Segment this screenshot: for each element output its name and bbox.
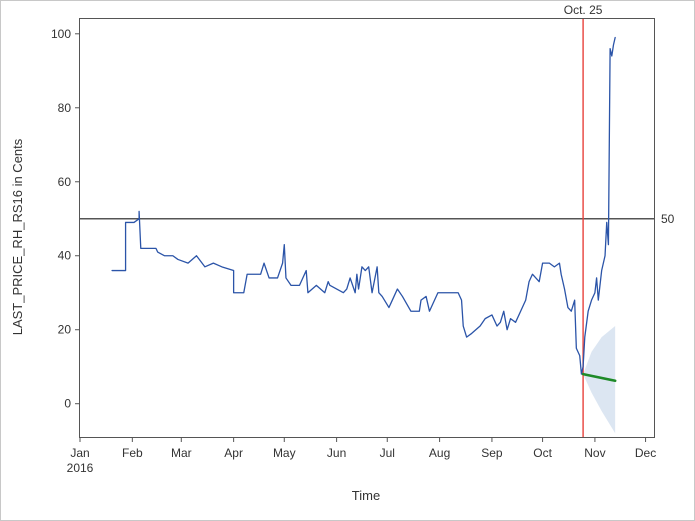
- series-line-price: [111, 36, 616, 375]
- confidence-band-layer: [583, 326, 616, 434]
- x-tick-label: Jan: [70, 446, 89, 460]
- forecast-confidence-band: [583, 326, 616, 434]
- y-tick-label: 80: [58, 101, 72, 115]
- x-tick-label: Oct: [533, 446, 552, 460]
- x-tick-label: Aug: [429, 446, 450, 460]
- reference-line-label-vertical: Oct. 25: [564, 3, 603, 17]
- x-tick-label: Jun: [327, 446, 346, 460]
- x-tick-label: Feb: [122, 446, 143, 460]
- plot-frame: [79, 18, 655, 438]
- x-tick-label: Apr: [224, 446, 243, 460]
- x-tick-label: Mar: [171, 446, 192, 460]
- x-tick-label: May: [273, 446, 296, 460]
- y-axis-title: LAST_PRICE_RH_RS16 in Cents: [10, 138, 25, 335]
- x-tick-sublabel: 2016: [67, 461, 94, 475]
- y-axis: 0 20 40 60 80 100: [51, 27, 80, 411]
- x-tick-label: Nov: [584, 446, 605, 460]
- x-axis-title: Time: [352, 488, 380, 503]
- x-tick-label: Jul: [380, 446, 395, 460]
- y-tick-label: 40: [58, 249, 72, 263]
- y-tick-label: 60: [58, 175, 72, 189]
- x-tick-label: Dec: [635, 446, 656, 460]
- reference-line-label-horizontal: 50: [661, 212, 675, 226]
- series-line-forecast: [581, 372, 617, 383]
- series-layer: [111, 36, 617, 383]
- x-tick-label: Sep: [481, 446, 503, 460]
- y-tick-label: 20: [58, 323, 72, 337]
- y-tick-label: 0: [64, 397, 71, 411]
- y-tick-label: 100: [51, 27, 71, 41]
